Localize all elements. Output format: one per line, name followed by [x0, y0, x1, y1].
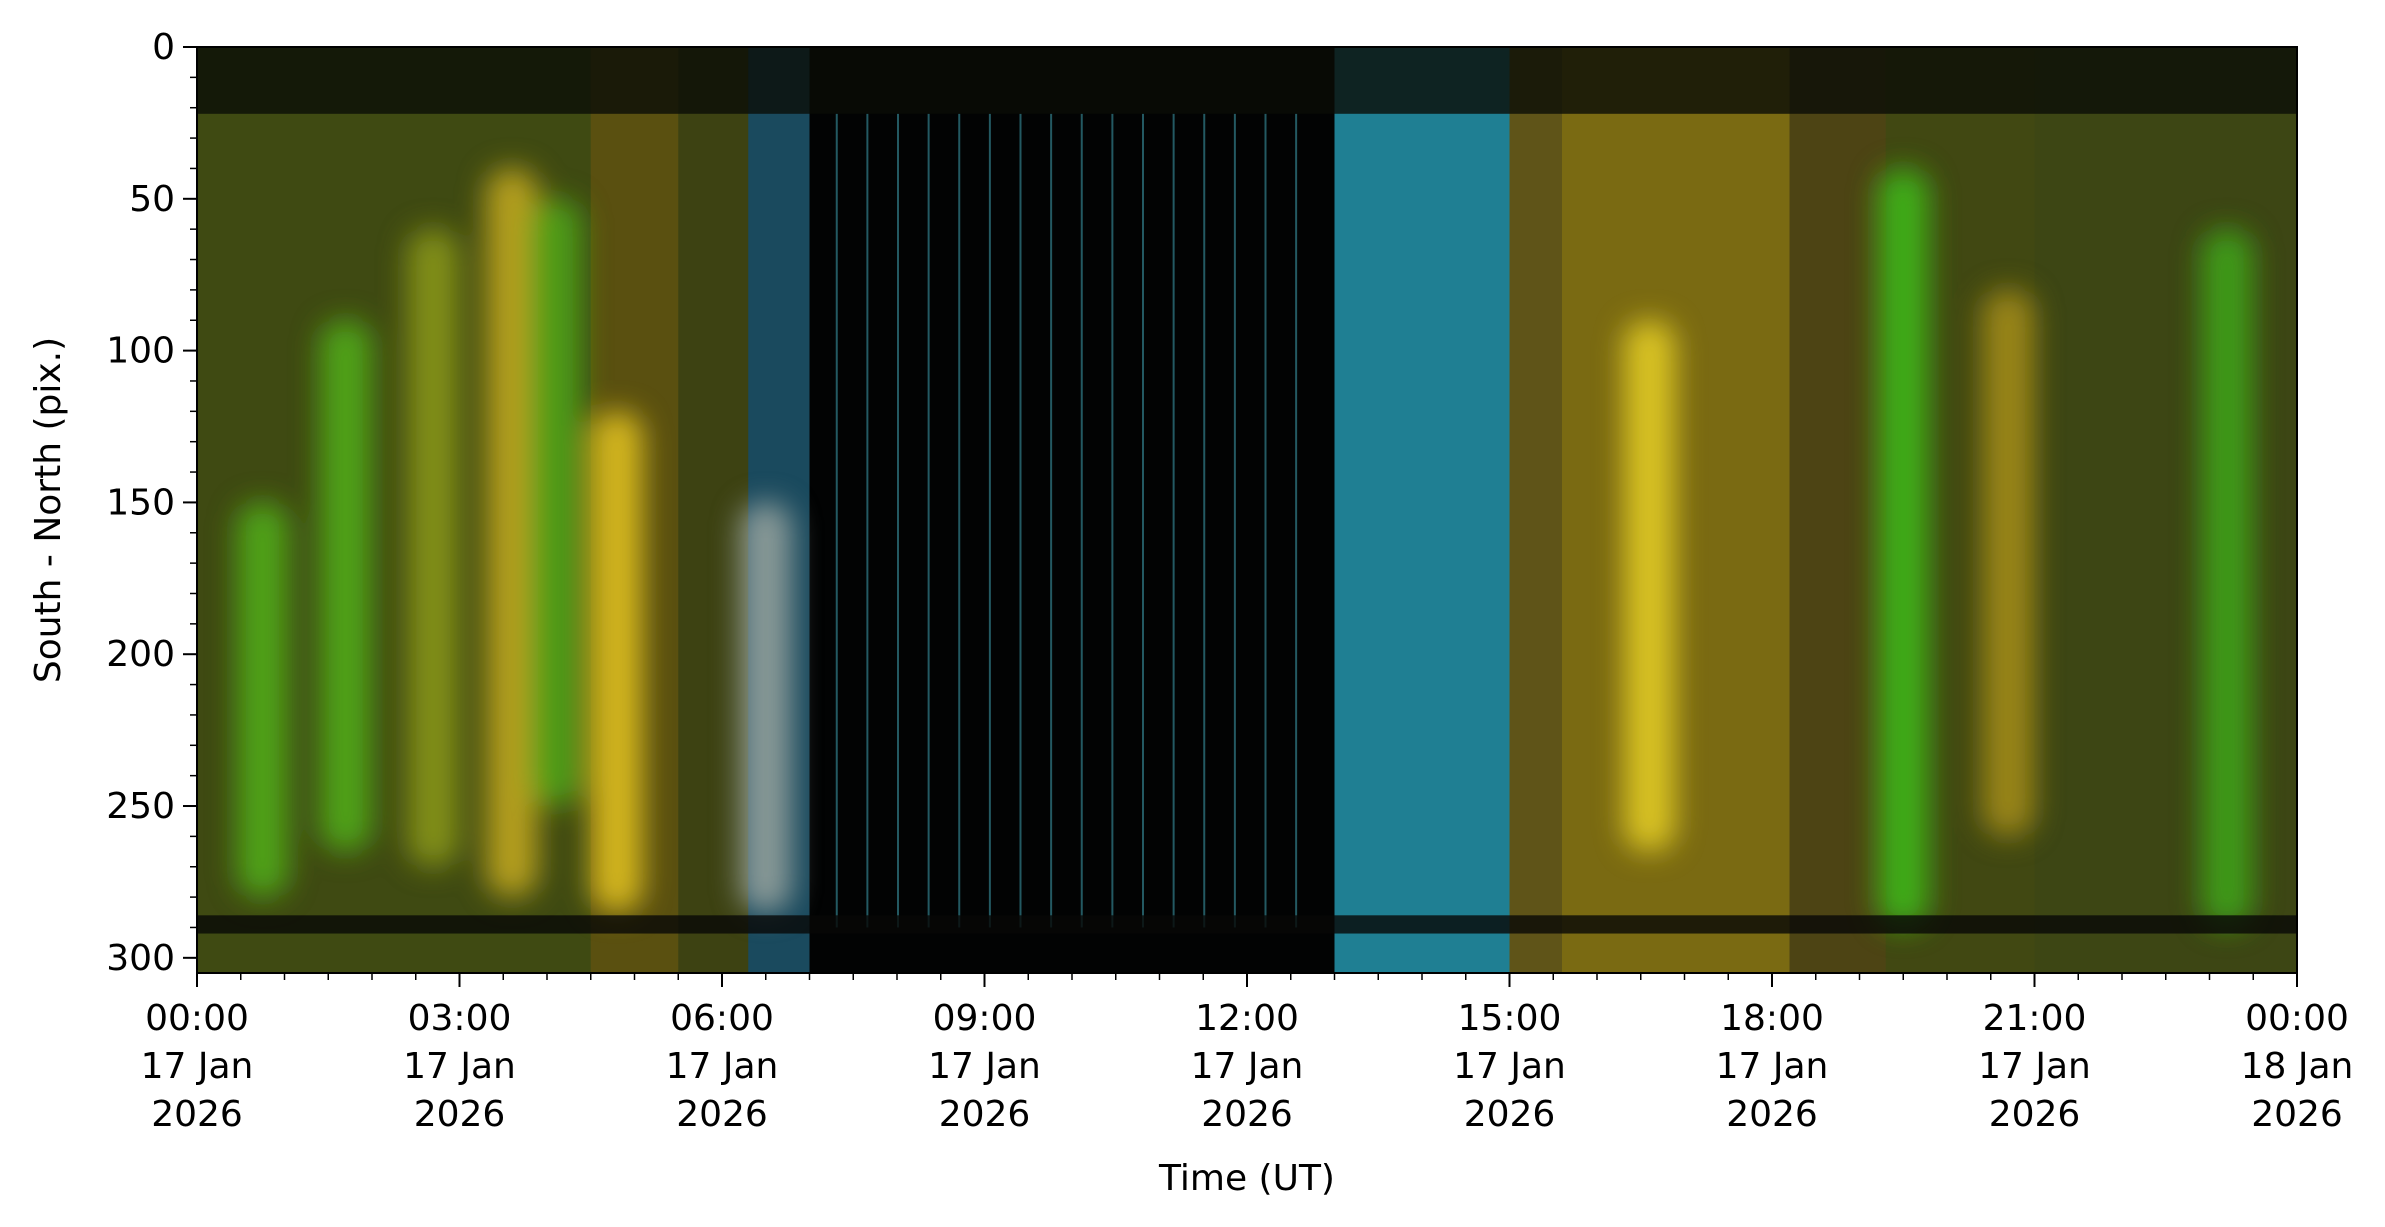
night-line	[866, 113, 869, 928]
keogram-region	[1334, 47, 1510, 973]
night-line	[958, 113, 961, 928]
night-line	[1019, 113, 1022, 928]
night-line	[927, 113, 930, 928]
aurora-feature	[739, 502, 792, 913]
x-tick-label: 03:00	[408, 998, 512, 1039]
x-tick-label: 2026	[414, 1094, 506, 1135]
keogram-region	[678, 47, 749, 973]
y-axis-label: South - North (pix.)	[28, 337, 69, 683]
keogram-region	[1562, 47, 1790, 973]
y-tick-label: 150	[106, 482, 175, 523]
x-tick-label: 17 Jan	[1716, 1046, 1829, 1087]
x-tick-label: 18 Jan	[2241, 1046, 2354, 1087]
plot-area	[197, 47, 2297, 973]
x-tick-label: 2026	[2251, 1094, 2343, 1135]
aurora-feature	[407, 229, 460, 867]
x-tick-label: 09:00	[933, 998, 1037, 1039]
y-tick-label: 50	[129, 179, 175, 220]
x-tick-label: 12:00	[1195, 998, 1299, 1039]
night-line	[1142, 113, 1144, 928]
x-tick-label: 17 Jan	[1453, 1046, 1566, 1087]
keogram-region	[1509, 47, 1563, 973]
x-tick-label: 00:00	[2245, 998, 2349, 1039]
aurora-layer	[236, 168, 2253, 928]
x-tick-label: 2026	[1201, 1094, 1293, 1135]
dark-band	[197, 915, 2297, 934]
x-tick-label: 2026	[151, 1094, 243, 1135]
night-line	[1080, 113, 1083, 928]
night-line	[897, 113, 899, 928]
night-line	[1172, 113, 1175, 928]
x-axis-label: Time (UT)	[1158, 1158, 1335, 1199]
night-line	[1264, 113, 1267, 928]
aurora-feature	[1982, 289, 2035, 837]
x-tick-label: 00:00	[145, 998, 249, 1039]
x-tick-label: 2026	[1464, 1094, 1556, 1135]
night-line	[1203, 113, 1206, 928]
y-tick-label: 200	[106, 634, 175, 675]
x-tick-label: 2026	[676, 1094, 768, 1135]
night-line	[1111, 113, 1114, 928]
aurora-feature	[591, 411, 643, 913]
keogram-region	[2034, 47, 2297, 973]
aurora-feature	[529, 198, 582, 807]
y-tick-label: 100	[106, 331, 175, 372]
aurora-feature	[486, 168, 538, 898]
aurora-feature	[1623, 320, 1676, 852]
dark-band	[197, 47, 2297, 114]
night-line	[1233, 113, 1236, 928]
x-tick-label: 17 Jan	[928, 1046, 1041, 1087]
keogram-region	[1789, 47, 1887, 973]
aurora-feature	[319, 320, 372, 852]
x-tick-label: 06:00	[670, 998, 774, 1039]
aurora-feature	[1877, 168, 1930, 928]
x-tick-label: 17 Jan	[1191, 1046, 1304, 1087]
night-line	[1050, 113, 1053, 928]
x-tick-label: 2026	[939, 1094, 1031, 1135]
band-layer	[197, 47, 2297, 934]
aurora-feature	[2201, 229, 2253, 928]
aurora-feature	[236, 502, 289, 898]
x-tick-label: 2026	[1989, 1094, 2081, 1135]
x-tick-label: 15:00	[1458, 998, 1562, 1039]
night-line	[988, 113, 991, 928]
keogram-region	[809, 47, 1335, 973]
x-tick-label: 18:00	[1720, 998, 1824, 1039]
x-tick-label: 21:00	[1983, 998, 2087, 1039]
x-tick-label: 17 Jan	[403, 1046, 516, 1087]
x-tick-label: 17 Jan	[141, 1046, 254, 1087]
y-tick-label: 250	[106, 786, 175, 827]
axes: 0 50 100 150 200 250 300 00:00 17 Jan 2026 03:00 17…	[106, 27, 2353, 1135]
x-tick-label: 2026	[1726, 1094, 1818, 1135]
y-tick-label: 300	[106, 938, 175, 979]
x-tick-label: 17 Jan	[1978, 1046, 2091, 1087]
x-tick-label: 17 Jan	[666, 1046, 779, 1087]
y-tick-label: 0	[152, 27, 175, 68]
night-line	[835, 113, 838, 928]
night-line	[1295, 113, 1298, 928]
